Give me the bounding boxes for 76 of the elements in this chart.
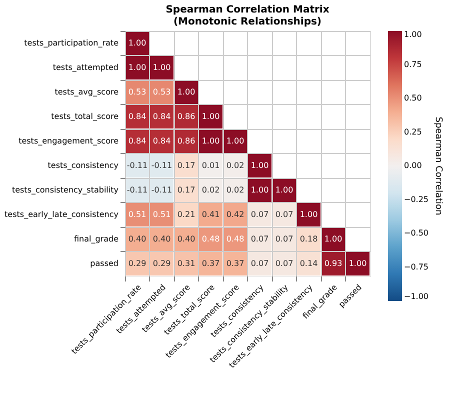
y-tick-label: tests_participation_rate [24, 38, 119, 48]
y-tick-label: tests_consistency [48, 160, 119, 170]
data-label: 0.02 [202, 185, 220, 194]
data-label: -0.11 [151, 160, 172, 170]
data-label: 0.40 [177, 234, 196, 244]
data-label: 0.86 [177, 136, 196, 146]
data-label: 0.40 [152, 234, 171, 244]
data-label: 0.53 [128, 87, 146, 96]
data-label: 0.29 [152, 258, 171, 268]
data-label: 0.17 [177, 185, 196, 194]
data-label: 1.00 [128, 62, 146, 72]
y-tick-label: tests_early_late_consistency [4, 210, 119, 219]
data-label: 1.00 [152, 62, 171, 72]
data-label: 0.17 [177, 160, 196, 170]
data-label: 0.41 [202, 210, 220, 219]
data-label: 0.51 [152, 210, 171, 219]
data-label: 0.37 [226, 258, 244, 268]
data-label: 0.02 [226, 160, 244, 170]
data-label: 0.07 [250, 234, 269, 244]
data-label: 1.00 [226, 136, 244, 146]
data-label: 0.37 [202, 258, 220, 268]
data-label: 0.31 [177, 258, 196, 268]
y-tick-label: tests_total_score [51, 112, 119, 121]
data-label: 0.84 [128, 136, 146, 146]
color-bar-label: 0.25 [404, 127, 422, 136]
data-label: 0.51 [128, 210, 146, 219]
color-bar-label: 0.50 [404, 94, 422, 102]
y-tick-label: tests_consistency_stability [12, 185, 119, 194]
data-label: 0.18 [300, 234, 318, 244]
y-tick-label: final_grade [74, 234, 119, 244]
color-bar-label: −1.00 [404, 292, 429, 301]
data-label: 0.29 [128, 258, 146, 268]
data-label: 0.84 [152, 112, 171, 121]
data-label: 0.07 [250, 210, 269, 219]
data-label: 0.14 [300, 258, 318, 268]
data-label: 0.07 [275, 210, 294, 219]
data-label: 0.07 [275, 258, 294, 268]
data-label: 1.00 [250, 160, 269, 170]
data-label: 0.07 [275, 234, 294, 244]
data-label: 0.93 [324, 258, 342, 268]
data-label: 0.48 [226, 234, 244, 244]
chart-title: Spearman Correlation Matrix (Monotonic Relationships) [166, 4, 330, 28]
y-tick-label: tests_avg_score [54, 87, 119, 96]
y-tick-label: tests_engagement_score [18, 136, 119, 146]
color-bar-label: 0.00 [404, 161, 422, 170]
data-label: 1.00 [202, 112, 220, 121]
data-label: -0.11 [126, 185, 148, 194]
data-label: -0.11 [126, 160, 148, 170]
data-label: 1.00 [202, 136, 220, 146]
color-bar-label: −0.50 [404, 228, 429, 238]
color-bar-label: 0.75 [404, 60, 422, 69]
color-bar-label: 1.00 [404, 30, 422, 39]
data-label: 1.00 [275, 185, 294, 194]
data-label: 0.84 [152, 136, 171, 146]
color-bar-label: −0.25 [404, 194, 429, 204]
data-label: 1.00 [128, 38, 146, 48]
data-label: 0.40 [128, 234, 146, 244]
data-label: 1.00 [177, 87, 196, 96]
data-label: 0.01 [202, 160, 220, 170]
data-label: 0.21 [177, 210, 196, 219]
data-label: -0.11 [151, 185, 172, 194]
data-label: 1.00 [324, 234, 342, 244]
data-label: 0.42 [226, 210, 244, 219]
data-label: 0.48 [202, 234, 220, 244]
data-label: 1.00 [300, 210, 318, 219]
data-label: 1.00 [250, 185, 269, 194]
data-label: 1.00 [348, 258, 367, 268]
data-label: 0.07 [250, 258, 269, 268]
data-label: 0.02 [226, 185, 244, 194]
y-tick-label: tests_attempted [52, 62, 118, 72]
data-label: 0.86 [177, 112, 196, 121]
data-label: 0.84 [128, 112, 146, 121]
color-bar-label: −0.75 [404, 262, 429, 272]
color-bar-title: Spearman Correlation [433, 116, 443, 216]
y-tick-label: passed [90, 258, 118, 268]
data-label: 0.53 [152, 87, 171, 96]
